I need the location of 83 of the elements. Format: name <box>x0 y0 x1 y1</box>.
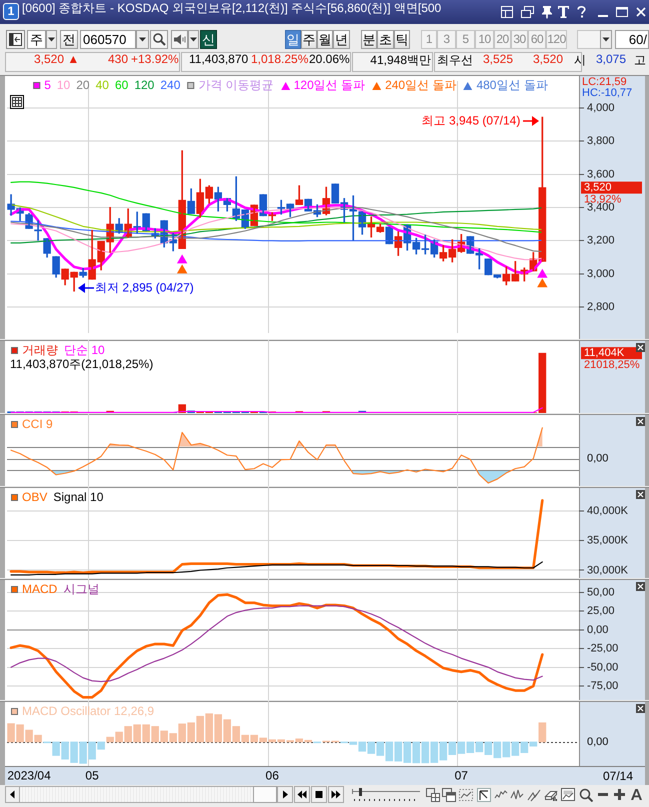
text-field: 060570 <box>80 30 136 49</box>
text: 41,948백만 <box>370 52 431 69</box>
text: 60 <box>114 78 128 93</box>
button: 60 <box>528 30 546 49</box>
text: 40 <box>96 78 109 93</box>
text: 11,403,870 <box>189 52 248 68</box>
text: HC:-10,77 <box>582 87 632 100</box>
y-tick-label: 2,800 <box>587 301 615 313</box>
y-tick-label: 3,400 <box>587 202 615 214</box>
y-tick-label: -50,00 <box>587 661 618 674</box>
y-tick-label: 35,000K <box>587 534 629 547</box>
button: 초 <box>377 30 394 49</box>
button: 120 <box>546 30 567 49</box>
button: 1 <box>421 30 437 49</box>
text: 240 <box>160 78 180 93</box>
y-tick-label: 0,00 <box>587 624 608 636</box>
y-tick-label: 4,000 <box>587 102 615 114</box>
text: 3,075 <box>596 52 626 68</box>
text: 10 <box>56 78 70 93</box>
button: 분 <box>361 30 377 49</box>
text: 11,404K <box>584 347 625 360</box>
text: 시그널 <box>63 582 100 597</box>
text: 07/14 <box>603 768 634 783</box>
legend-label: 120일선 돌파 <box>294 78 366 93</box>
text: 20 <box>76 78 90 93</box>
legend-label: OBV <box>22 490 48 505</box>
legend-label: CCI 9 <box>22 417 53 432</box>
text: 21018,25% <box>584 359 640 372</box>
y-tick-label: 3,600 <box>587 168 615 180</box>
y-tick-label: -75,00 <box>587 680 618 692</box>
dropdown: 주 <box>27 30 46 49</box>
x-tick-label: 06 <box>266 768 280 783</box>
button: 전 <box>60 30 78 49</box>
button: 3 <box>437 30 456 49</box>
button: 10 <box>475 30 494 49</box>
x-tick-label: 07 <box>454 768 468 783</box>
button: 월 <box>317 30 333 49</box>
badge: 신 <box>200 30 217 49</box>
text: 3,525 <box>483 52 514 68</box>
legend-label: 480일선 돌파 <box>476 78 548 93</box>
legend-label: 5 <box>44 78 51 93</box>
text: 시 <box>574 52 586 69</box>
legend-title: 가격 이동평균 <box>198 78 274 93</box>
y-tick-label: 3,000 <box>587 268 615 280</box>
y-tick-label: 40,000K <box>587 505 629 518</box>
text-field: 60/ <box>615 30 649 49</box>
text: 3,520 <box>533 52 564 68</box>
button: 틱 <box>394 30 410 49</box>
button: 주 <box>301 30 317 49</box>
text: Signal 10 <box>53 490 104 505</box>
text: +13.92% <box>131 52 179 68</box>
text: 고 <box>634 52 646 69</box>
x-tick-label: 2023/04 <box>7 768 52 783</box>
button: 20 <box>494 30 511 49</box>
text: 최우선 <box>437 52 473 69</box>
button: 년 <box>333 30 350 49</box>
y-tick-label: 3,200 <box>587 234 615 247</box>
text: 20.06% <box>309 52 350 68</box>
button: 5 <box>456 30 475 49</box>
y-tick-label: 50,00 <box>587 586 615 598</box>
legend-label: 거래량 <box>22 343 58 358</box>
button: 30 <box>511 30 528 49</box>
text: 1,018.25% <box>251 52 308 68</box>
legend-label: MACD Oscillator 12,26,9 <box>22 704 154 719</box>
annotation: 최고 3,945 (07/14) <box>422 113 520 128</box>
text: 3,520 ▲ <box>34 52 80 68</box>
text: 120 <box>134 78 154 93</box>
y-tick-label: 30,000K <box>587 564 629 576</box>
number-badge: 1 <box>3 3 19 20</box>
y-tick-label: 25,00 <box>587 605 615 618</box>
y-tick-label: -25,00 <box>587 642 618 655</box>
text: 3,520 <box>584 182 612 194</box>
y-tick-label: 3,800 <box>587 135 615 148</box>
annotation: 최저 2,895 (04/27) <box>95 280 194 295</box>
legend-label: MACD <box>22 582 58 597</box>
text: [0600] 종합차트 - KOSDAQ 외국인보유[2,112(천)] 주식수[56,860(천)] 액면[500 <box>22 0 442 17</box>
text: 단순 10 <box>64 343 105 358</box>
x-tick-label: 05 <box>85 768 100 783</box>
chart-subtitle: 11,403,870주(21,018,25%) <box>10 357 154 372</box>
legend-label: 240일선 돌파 <box>385 78 456 93</box>
button: 일 <box>285 30 301 49</box>
text: 430 <box>108 52 128 68</box>
text: LC:21,59 <box>582 76 627 88</box>
